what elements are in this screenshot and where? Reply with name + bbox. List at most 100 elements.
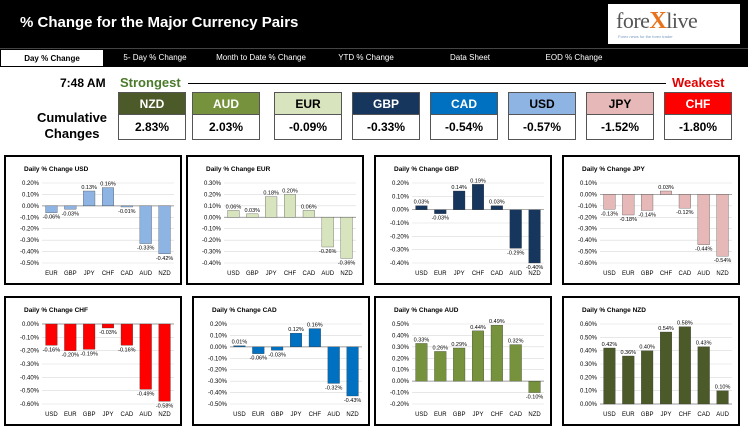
y-tick-label: -0.10%	[20, 215, 40, 221]
bar-usd	[45, 323, 58, 346]
x-category-label: EUR	[622, 271, 635, 277]
y-tick-label: -0.20%	[202, 238, 222, 244]
y-tick-label: -0.30%	[208, 379, 228, 385]
data-label: -0.18%	[620, 217, 638, 223]
data-label: 0.40%	[639, 345, 655, 351]
bar-usd	[603, 347, 616, 405]
x-category-label: AUD	[716, 412, 729, 418]
tab-eod-change[interactable]: EOD % Change	[545, 53, 603, 62]
tab-ytd-change[interactable]: YTD % Change	[338, 53, 394, 62]
x-category-label: CHF	[660, 271, 673, 277]
bar-usd	[227, 210, 240, 218]
bar-eur	[622, 194, 635, 216]
data-label: -0.16%	[118, 347, 136, 353]
bar-gbp	[641, 350, 654, 405]
data-label: -0.12%	[676, 210, 694, 216]
y-tick-label: -0.60%	[578, 261, 598, 267]
tab-month-to-date-change[interactable]: Month to Date % Change	[216, 53, 306, 62]
chart-cad: Daily % Change CAD 0.20% 0.10% 0.00% -0.10% -…	[192, 296, 370, 426]
chart-chf-svg: Daily % Change CHF 0.00% -0.10% -0.20% -0.30…	[20, 307, 174, 418]
x-category-label: CAD	[121, 271, 134, 277]
chart-title: Daily % Change EUR	[206, 166, 271, 173]
tab-5-day-change[interactable]: 5- Day % Change	[123, 53, 187, 62]
bar-chf	[678, 326, 691, 405]
data-label: 0.10%	[715, 385, 731, 391]
tab-day-change[interactable]: Day % Change	[0, 49, 104, 67]
x-category-label: CHF	[472, 271, 485, 277]
timestamp: 7:48 AM	[60, 76, 106, 90]
data-label: -0.29%	[507, 250, 525, 256]
data-label: 0.36%	[620, 350, 636, 356]
y-tick-label: -0.30%	[390, 248, 410, 254]
y-tick-label: 0.20%	[580, 375, 598, 381]
y-tick-label: 0.10%	[204, 204, 222, 210]
data-label: 0.49%	[489, 319, 505, 325]
data-label: 0.19%	[470, 178, 486, 184]
currency-name: CAD	[430, 92, 498, 115]
data-label: 0.06%	[301, 204, 317, 210]
data-label: 0.13%	[81, 185, 97, 191]
x-category-label: JPY	[472, 412, 483, 418]
data-label: 0.33%	[414, 337, 430, 343]
data-label: 0.06%	[226, 204, 242, 210]
page-title: % Change for the Major Currency Pairs	[20, 14, 299, 31]
chart-title: Daily % Change USD	[24, 166, 89, 173]
bar-eur	[434, 351, 447, 382]
logo-text: foreXlive	[616, 8, 698, 34]
data-label: 0.42%	[602, 342, 618, 348]
y-tick-label: 0.10%	[392, 194, 410, 200]
bar-chf	[284, 194, 296, 218]
data-label: -0.06%	[43, 215, 61, 221]
y-tick-label: -0.10%	[208, 356, 228, 362]
bar-usd	[233, 345, 246, 348]
data-label: -0.44%	[695, 247, 713, 253]
y-tick-label: -0.40%	[202, 261, 222, 267]
data-label: 0.43%	[696, 341, 712, 347]
page-header: % Change for the Major Currency Pairs fo…	[0, 0, 748, 48]
tab-data-sheet[interactable]: Data Sheet	[449, 53, 491, 62]
x-category-label: USD	[415, 271, 428, 277]
y-tick-label: -0.10%	[20, 335, 40, 341]
bar-eur	[45, 205, 58, 213]
data-label: 0.26%	[432, 345, 448, 351]
data-label: 0.54%	[658, 326, 674, 332]
x-category-label: JPY	[660, 412, 671, 418]
chart-nzd-svg: Daily % Change NZD 0.60% 0.50% 0.40% 0.30% 0.…	[580, 307, 732, 418]
chart-chf: Daily % Change CHF 0.00% -0.10% -0.20% -0.30…	[4, 296, 182, 426]
x-category-label: JPY	[290, 412, 301, 418]
data-label: 0.20%	[282, 188, 298, 194]
data-label: 0.16%	[307, 323, 323, 329]
currency-change-value: -0.54%	[430, 115, 498, 140]
bar-chf	[472, 184, 484, 210]
bar-aud	[139, 205, 152, 244]
bar-gbp	[453, 347, 466, 382]
y-tick-label: -0.50%	[20, 389, 40, 395]
x-category-label: CAD	[509, 412, 522, 418]
data-label: 0.12%	[288, 327, 304, 333]
y-tick-label: -0.40%	[20, 250, 40, 256]
y-tick-label: 0.60%	[580, 322, 598, 328]
y-tick-label: -0.30%	[202, 250, 222, 256]
bar-cad	[120, 323, 133, 346]
x-category-label: GBP	[641, 271, 654, 277]
x-category-label: EUR	[252, 412, 265, 418]
bar-jpy	[472, 330, 484, 382]
bar-jpy	[453, 190, 466, 210]
y-tick-label: -0.10%	[390, 391, 410, 397]
y-tick-label: 0.50%	[580, 335, 598, 341]
forexlive-logo[interactable]: foreXlive Forex news for the forex trade…	[608, 4, 740, 44]
y-tick-label: 0.30%	[204, 181, 222, 187]
currency-box-gbp: GBP -0.33%	[352, 92, 420, 140]
data-label: -0.33%	[137, 246, 155, 252]
data-label: -0.03%	[268, 352, 286, 358]
bar-cad	[678, 194, 691, 209]
y-tick-label: 0.20%	[204, 192, 222, 198]
bar-chf	[102, 187, 114, 207]
chart-title: Daily % Change CAD	[212, 307, 277, 314]
currency-change-value: -0.57%	[508, 115, 576, 140]
currency-change-value: 2.03%	[192, 115, 260, 140]
currency-name: GBP	[352, 92, 420, 115]
x-category-label: NZD	[716, 271, 729, 277]
currency-box-chf: CHF -1.80%	[664, 92, 732, 140]
data-label: -0.36%	[338, 260, 356, 266]
